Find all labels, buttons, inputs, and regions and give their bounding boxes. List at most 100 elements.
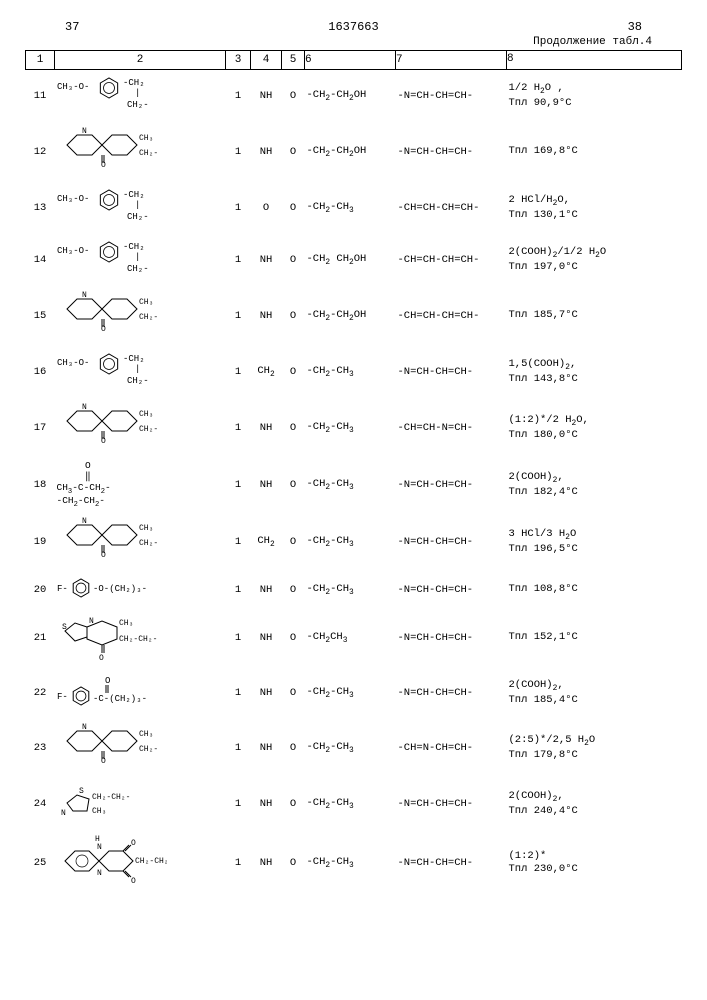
structure-cell: N CH₃ CH₂-CH₂- O xyxy=(55,122,226,182)
cell-c3: 1 xyxy=(226,830,251,896)
cell-c6: -CH2-CH3 xyxy=(305,778,396,830)
cell-c7: -N=CH-CH=CH- xyxy=(396,458,507,512)
cell-c7: -N=CH-CH=CH- xyxy=(396,608,507,668)
row-num: 15 xyxy=(26,286,55,346)
cell-c7: -CH=CH-CH=CH- xyxy=(396,234,507,286)
cell-c5: O xyxy=(282,830,305,896)
col-2: 2 xyxy=(55,51,226,70)
svg-text:F-: F- xyxy=(57,584,68,594)
cell-c7: -N=CH-CH=CH- xyxy=(396,572,507,608)
cell-c4: NH xyxy=(251,778,282,830)
svg-text:CH₂-: CH₂- xyxy=(127,376,149,386)
svg-text:CH₂-CH₂-: CH₂-CH₂- xyxy=(139,149,157,158)
row-num: 16 xyxy=(26,346,55,398)
cell-c4: NH xyxy=(251,668,282,718)
cell-c5: O xyxy=(282,512,305,572)
structure-icon: CH₃-O- -CH₂ | CH₂- xyxy=(57,237,207,279)
cell-c4: O xyxy=(251,182,282,234)
table-row: 23 N CH₃ CH₂-CH₂- O 1 NH O -CH2-CH3 -CH=… xyxy=(26,718,682,778)
cell-c3: 1 xyxy=(226,512,251,572)
cell-c7: -CH=CH-N=CH- xyxy=(396,398,507,458)
cell-c8: 1/2 H2O ,Tпл 90,9°C xyxy=(507,69,682,122)
table-row: 14 CH₃-O- -CH₂ | CH₂- 1 NH O -CH2 CH2OH … xyxy=(26,234,682,286)
svg-text:|: | xyxy=(135,88,140,98)
cell-c5: O xyxy=(282,668,305,718)
structure-cell: CH₃-O- -CH₂ | CH₂- xyxy=(55,182,226,234)
structure-icon: F- O -C-(CH₂)₃- xyxy=(57,671,207,711)
col-4: 4 xyxy=(251,51,282,70)
svg-text:O: O xyxy=(131,877,136,886)
cell-c8: 2(COOH)2,Tпл 240,4°C xyxy=(507,778,682,830)
svg-text:CH₂-: CH₂- xyxy=(127,100,149,110)
cell-c4: NH xyxy=(251,608,282,668)
cell-c5: O xyxy=(282,182,305,234)
cell-c7: -N=CH-CH=CH- xyxy=(396,830,507,896)
row-num: 11 xyxy=(26,69,55,122)
cell-c8: 3 HCl/3 H2OTпл 196,5°C xyxy=(507,512,682,572)
cell-c3: 1 xyxy=(226,234,251,286)
structure-icon: NS CH₂-CH₂- CH₃ xyxy=(57,781,167,823)
cell-c8: 2(COOH)2/1/2 H2OTпл 197,0°C xyxy=(507,234,682,286)
cell-c8: 1,5(COOH)2,Tпл 143,8°C xyxy=(507,346,682,398)
cell-c8: Tпл 108,8°C xyxy=(507,572,682,608)
row-num: 19 xyxy=(26,512,55,572)
cell-c7: -N=CH-CH=CH- xyxy=(396,512,507,572)
cell-c4: CH2 xyxy=(251,512,282,572)
table-row: 18 O ‖CH3-C-CH2--CH2-CH2- 1 NH O -CH2-CH… xyxy=(26,458,682,512)
structure-cell: F- O -C-(CH₂)₃- xyxy=(55,668,226,718)
svg-text:N: N xyxy=(82,127,87,136)
cell-c7: -CH=CH-CH=CH- xyxy=(396,286,507,346)
doc-number: 1637663 xyxy=(328,20,378,34)
cell-c3: 1 xyxy=(226,778,251,830)
row-num: 22 xyxy=(26,668,55,718)
cell-c3: 1 xyxy=(226,122,251,182)
structure-icon: S N CH₃ CH₂-CH₂- O xyxy=(57,611,157,661)
cell-c3: 1 xyxy=(226,668,251,718)
header-row: 1 2 3 4 5 6 7 8 xyxy=(26,51,682,70)
cell-c8: (1:2)*Tпл 230,0°C xyxy=(507,830,682,896)
table-row: 11 CH₃-O- -CH₂ | CH₂- 1 NH O -CH2-CH2OH … xyxy=(26,69,682,122)
row-num: 14 xyxy=(26,234,55,286)
cell-c8: (2:5)*/2,5 H2OTпл 179,8°C xyxy=(507,718,682,778)
structure-icon: N CH₃ CH₂-CH₂- O xyxy=(57,721,157,771)
cell-c7: -N=CH-CH=CH- xyxy=(396,122,507,182)
structure-cell: H NN O O CH₂-CH₂- xyxy=(55,830,226,896)
table-row: 16 CH₃-O- -CH₂ | CH₂- 1 CH2 O -CH2-CH3 -… xyxy=(26,346,682,398)
table-row: 13 CH₃-O- -CH₂ | CH₂- 1 O O -CH2-CH3 -CH… xyxy=(26,182,682,234)
svg-text:CH₂-CH₂-: CH₂-CH₂- xyxy=(119,635,157,644)
structure-icon: CH₃-O- -CH₂ | CH₂- xyxy=(57,185,207,227)
cell-c5: O xyxy=(282,718,305,778)
row-num: 17 xyxy=(26,398,55,458)
table-row: 17 N CH₃ CH₂-CH₂- O 1 NH O -CH2-CH3 -CH=… xyxy=(26,398,682,458)
cell-c8: 2(COOH)2,Tпл 185,4°C xyxy=(507,668,682,718)
cell-c4: NH xyxy=(251,122,282,182)
cell-c5: O xyxy=(282,458,305,512)
cell-c8: 2(COOH)2,Tпл 182,4°C xyxy=(507,458,682,512)
cell-c3: 1 xyxy=(226,346,251,398)
svg-text:O: O xyxy=(131,839,136,848)
cell-c5: O xyxy=(282,234,305,286)
cell-c6: -CH2-CH3 xyxy=(305,668,396,718)
cell-c6: -CH2 CH2OH xyxy=(305,234,396,286)
cell-c8: 2 HCl/H2O,Tпл 130,1°C xyxy=(507,182,682,234)
cell-c4: NH xyxy=(251,69,282,122)
cell-c3: 1 xyxy=(226,458,251,512)
structure-icon: F- -O-(CH₂)₃- xyxy=(57,575,207,601)
row-num: 23 xyxy=(26,718,55,778)
cell-c6: -CH2-CH3 xyxy=(305,718,396,778)
svg-text:CH₂-CH₂-: CH₂-CH₂- xyxy=(139,745,157,754)
svg-text:O: O xyxy=(99,654,104,661)
cell-c7: -N=CH-CH=CH- xyxy=(396,69,507,122)
svg-text:O: O xyxy=(105,676,110,686)
cell-c6: -CH2-CH3 xyxy=(305,346,396,398)
table-row: 22 F- O -C-(CH₂)₃- 1 NH O -CH2-CH3 -N=CH… xyxy=(26,668,682,718)
cell-c6: -CH2-CH2OH xyxy=(305,69,396,122)
structure-cell: F- -O-(CH₂)₃- xyxy=(55,572,226,608)
cell-c5: O xyxy=(282,69,305,122)
col-1: 1 xyxy=(26,51,55,70)
structure-icon: N CH₃ CH₂-CH₂- O xyxy=(57,515,157,565)
cell-c6: -CH2-CH3 xyxy=(305,512,396,572)
cell-c4: NH xyxy=(251,572,282,608)
structure-cell: N CH₃ CH₂-CH₂- O xyxy=(55,512,226,572)
col-3: 3 xyxy=(226,51,251,70)
